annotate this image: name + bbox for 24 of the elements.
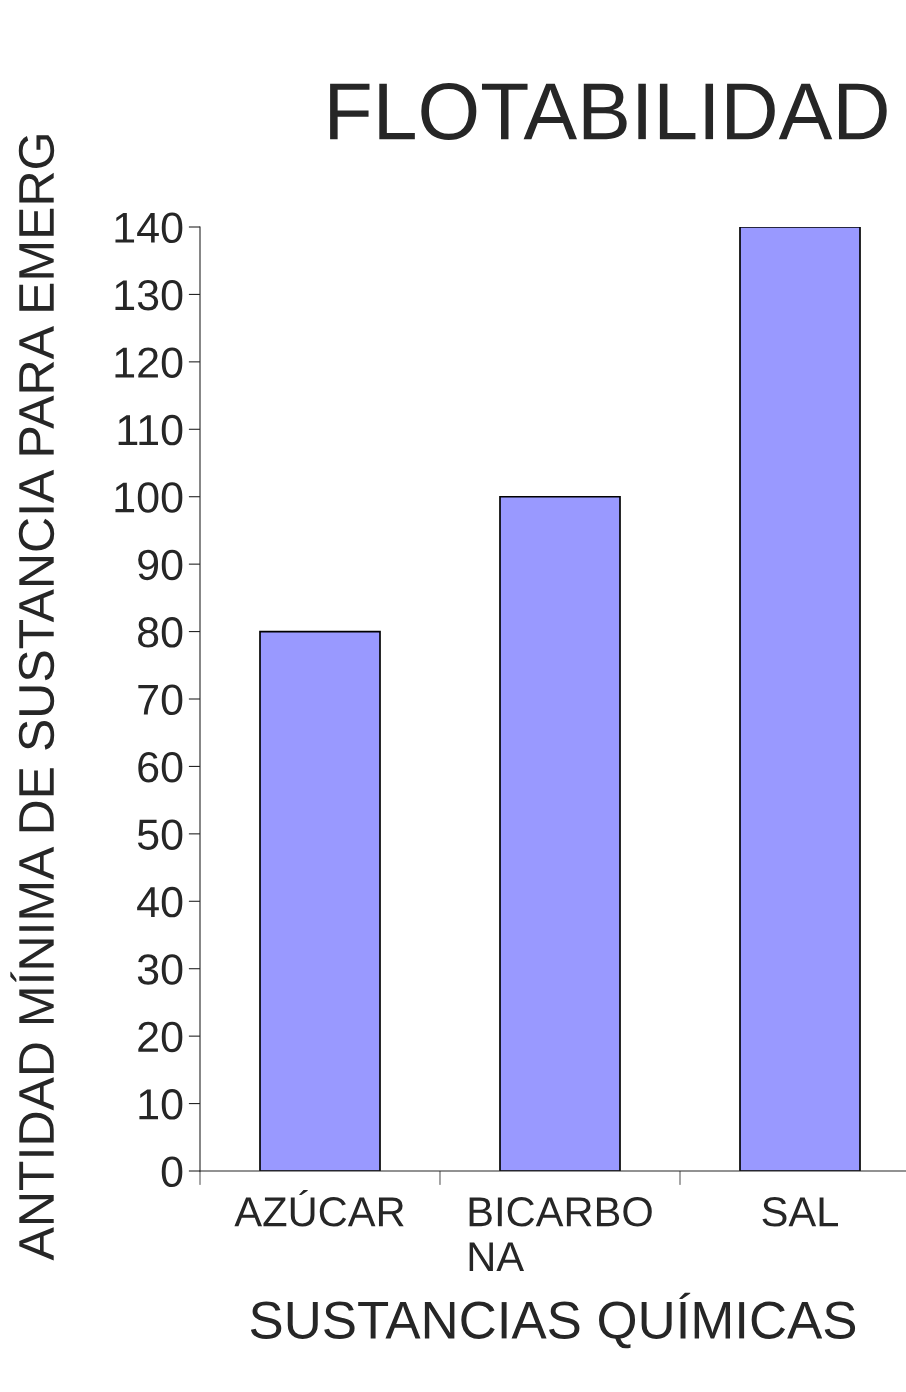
- y-tick-label: 40: [137, 886, 183, 918]
- y-tick-label: 10: [139, 1089, 183, 1120]
- x-axis-title: SUSTANCIAS QUÍMICAS: [250, 1292, 856, 1349]
- y-tick-label: 60: [138, 751, 183, 783]
- y-tick-label: 110: [118, 414, 183, 446]
- bar: [499, 495, 621, 1171]
- bar: [259, 630, 381, 1171]
- y-tick-label: 70: [138, 684, 183, 716]
- y-tick-label: 50: [137, 819, 183, 850]
- y-tick-label: 0: [161, 1156, 183, 1188]
- x-tick-label: AZÚCAR: [234, 1190, 404, 1227]
- y-tick-label: 100: [115, 482, 183, 513]
- x-tick-label: BICARBO NA: [469, 1197, 652, 1272]
- chart-title: FLOTABILIDAD: [330, 82, 887, 140]
- y-tick-label: 80: [138, 617, 183, 648]
- bar: [739, 227, 861, 1171]
- y-axis-title: ANTIDAD MÍNIMA DE SUSTANCIA PARA EMERG: [10, 135, 55, 1261]
- y-tick-label: 140: [115, 212, 183, 244]
- y-tick-label: 130: [115, 279, 183, 311]
- x-tick-label: SAL: [762, 1197, 838, 1227]
- y-tick-label: 120: [115, 347, 183, 378]
- y-tick-label: 30: [137, 954, 183, 985]
- y-tick-label: 90: [138, 549, 183, 581]
- y-tick-label: 20: [138, 1021, 183, 1053]
